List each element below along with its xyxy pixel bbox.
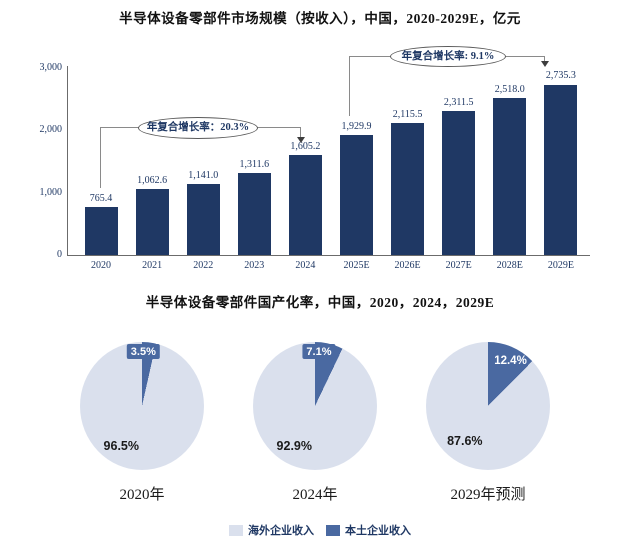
pie-chart-2020: 3.5% 96.5% 2020年 (80, 342, 204, 503)
legend-item-domestic: 本土企业收入 (326, 522, 411, 538)
pie-chart-2029e: 12.4% 87.6% 2029年预测 (426, 342, 550, 503)
overseas-share-label: 87.6% (447, 434, 483, 449)
domestic-share-callout: 3.5% (126, 344, 160, 359)
bar-value-label: 1,141.0 (188, 169, 219, 181)
bar-value-label: 1,605.2 (290, 140, 321, 152)
bar-value-label: 1,929.9 (341, 120, 372, 132)
bar (186, 183, 220, 255)
bar (493, 98, 527, 255)
bar-value-label: 2,311.5 (443, 96, 474, 108)
overseas-share-label: 92.9% (276, 439, 312, 454)
arrowhead-down-icon (296, 137, 305, 143)
bar-value-label: 2,735.3 (545, 70, 576, 82)
bar (135, 188, 169, 255)
pie-chart-title: 半导体设备零部件国产化率，中国，2020，2024，2029E (145, 295, 495, 310)
bar (340, 134, 373, 255)
connector-line (349, 56, 350, 116)
bars-layer: 765.4 2020 1,062.6 2021 1,141.0 2022 1,311.6 20… (67, 68, 590, 271)
cagr-bubble-1: 年复合增长率：20.3% (138, 117, 258, 139)
connector-line (544, 56, 545, 62)
bar-value-label: 1,311.6 (239, 159, 270, 171)
bar (544, 84, 578, 255)
arrowhead-down-icon (540, 61, 549, 67)
bar (84, 207, 118, 255)
pie-circle (426, 342, 550, 470)
pie-year-label: 2020年 (119, 487, 165, 503)
x-tick-label: 2025E (343, 260, 370, 271)
pie-circle (253, 342, 377, 470)
legend-label-domestic: 本土企业收入 (345, 525, 411, 537)
connector-line (300, 127, 301, 138)
x-tick-label: 2023 (244, 260, 265, 271)
domestic-share-label: 12.4% (494, 355, 527, 367)
connector-line (100, 127, 101, 188)
pie-chart-2024: 7.1% 92.9% 2024年 (253, 342, 377, 503)
y-tick-label: 0 (57, 249, 62, 260)
x-tick-label: 2026E (394, 260, 421, 271)
bar-value-label: 1,062.6 (137, 174, 168, 186)
bar-value-label: 765.4 (89, 193, 113, 205)
x-tick-label: 2022 (193, 260, 214, 271)
legend: 海外企业收入 本土企业收入 (0, 522, 640, 538)
bar-value-label: 2,115.5 (392, 109, 423, 121)
legend-swatch-domestic (326, 524, 340, 536)
bar (442, 110, 476, 255)
x-tick-label: 2021 (142, 260, 163, 271)
cagr-bubble-2: 年复合增长率: 9.1% (390, 46, 506, 67)
pie-year-label: 2029年预测 (450, 487, 526, 503)
bar (391, 123, 425, 255)
y-tick-label: 3,000 (39, 62, 63, 73)
legend-swatch-overseas (229, 524, 243, 536)
pie-circle (80, 342, 204, 470)
legend-item-overseas: 海外企业收入 (229, 522, 314, 538)
x-tick-label: 2027E (445, 260, 472, 271)
bar (288, 154, 322, 255)
x-tick-label: 2029E (547, 260, 574, 271)
legend-label-overseas: 海外企业收入 (248, 525, 314, 537)
x-tick-label: 2024 (295, 260, 316, 271)
y-axis-line (67, 66, 68, 256)
x-tick-label: 2020 (91, 260, 111, 271)
x-axis-line (67, 255, 590, 256)
bar (237, 173, 271, 255)
pie-year-label: 2024年 (292, 487, 338, 503)
bar-chart-title: 半导体设备零部件市场规模（按收入），中国，2020-2029E，亿元 (119, 11, 521, 26)
x-tick-label: 2028E (496, 260, 523, 271)
bar-value-label: 2,518.0 (494, 84, 525, 96)
domestic-share-callout: 7.1% (302, 344, 336, 359)
overseas-share-label: 96.5% (103, 439, 139, 454)
y-tick-label: 1,000 (39, 186, 63, 198)
y-tick-label: 2,000 (39, 124, 63, 136)
